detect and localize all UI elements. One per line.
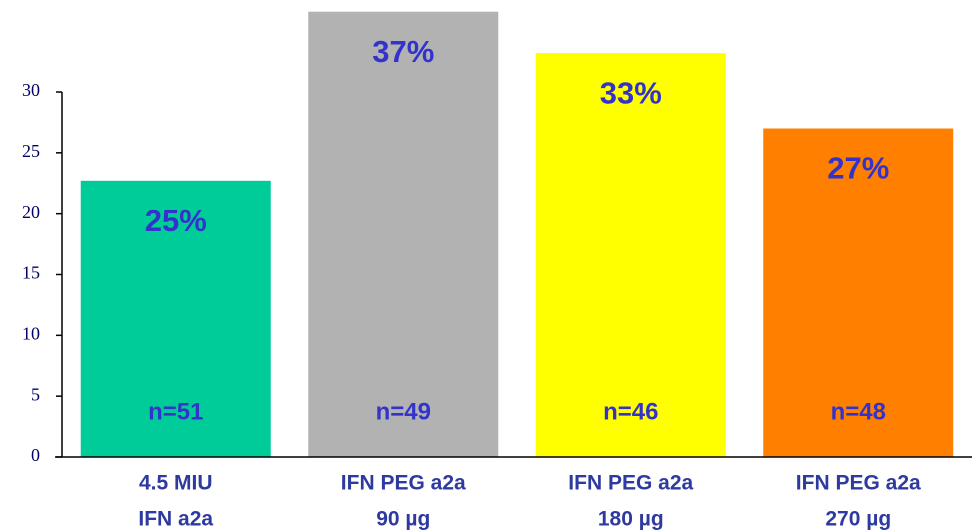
x-tick-label: IFN PEG a2a	[568, 472, 693, 495]
percent-label: 33%	[600, 75, 662, 110]
n-label: n=51	[148, 398, 203, 425]
y-tick-label: 15	[22, 263, 40, 283]
x-tick-label: 270 µg	[825, 508, 891, 531]
y-tick-label: 10	[22, 323, 40, 343]
x-tick-label: IFN a2a	[138, 508, 213, 531]
bar	[80, 180, 271, 458]
y-tick-label: 5	[31, 384, 40, 404]
x-tick-label: 180 µg	[598, 508, 664, 531]
x-tick-label: IFN PEG a2a	[341, 472, 466, 495]
n-label: n=49	[376, 398, 431, 425]
n-label: n=48	[831, 398, 886, 425]
n-label: n=46	[603, 398, 658, 425]
x-tick-label: IFN PEG a2a	[796, 472, 921, 495]
percent-label: 27%	[827, 151, 889, 186]
percent-label: 37%	[372, 34, 434, 69]
y-tick-label: 0	[31, 445, 40, 465]
y-tick-label: 25	[22, 141, 40, 161]
x-tick-label: 4.5 MIU	[139, 472, 213, 495]
x-tick-label: 90 µg	[376, 508, 430, 531]
y-tick-label: 30	[22, 80, 40, 100]
bar	[763, 128, 954, 457]
y-tick-label: 20	[22, 202, 40, 222]
bar	[308, 11, 499, 457]
bar	[535, 53, 726, 458]
percent-label: 25%	[145, 203, 207, 238]
